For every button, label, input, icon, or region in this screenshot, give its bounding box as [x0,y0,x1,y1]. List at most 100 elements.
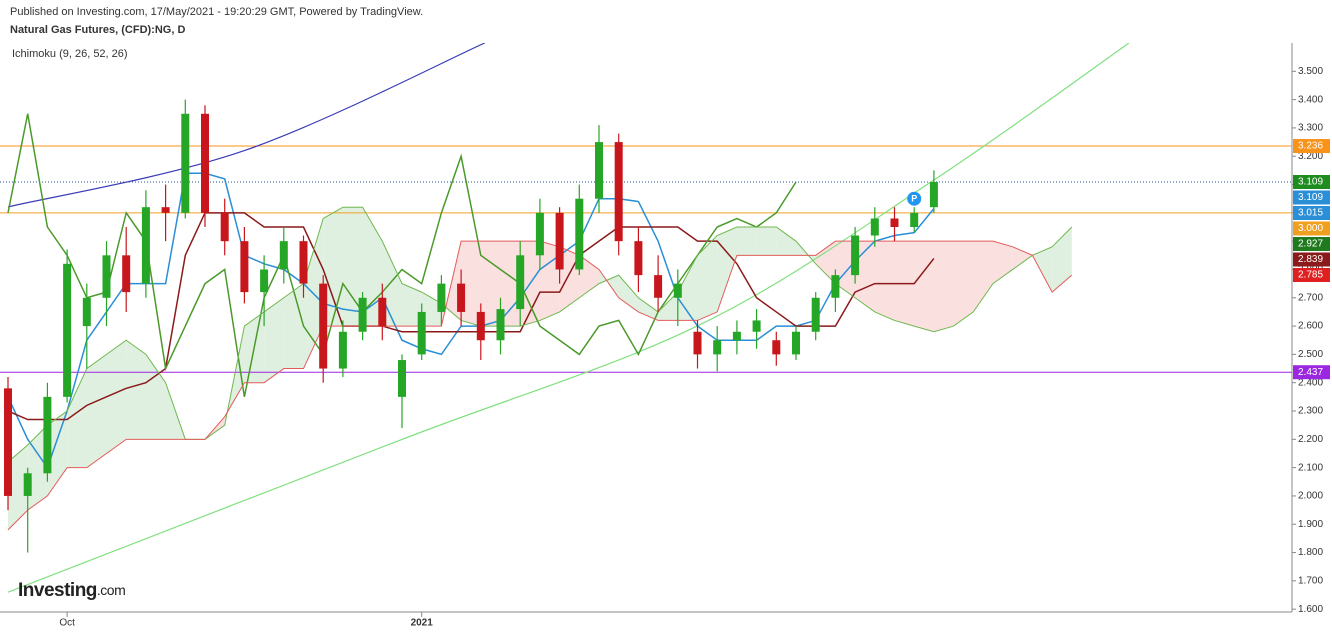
cloud-segment [756,227,777,256]
cloud-segment [717,227,737,312]
cloud-segment [264,297,284,383]
x-tick-label: 2021 [411,618,434,629]
candle-body [358,297,367,332]
candle-body [851,235,860,276]
price-label-box [1293,205,1330,220]
cloud-segment [658,292,678,321]
y-tick-label: 1.900 [1298,519,1323,530]
plot-area [0,43,1292,593]
candle-body [122,255,131,293]
candle-body [437,283,446,312]
trend-curve [7,43,1130,593]
candle-body [811,297,820,332]
price-label: 2.839 [1298,254,1323,265]
y-tick-label: 2.500 [1298,349,1323,360]
price-label: 2.927 [1298,239,1323,250]
candle-body [732,331,741,341]
cloud-segment [421,292,442,327]
candle-body [240,241,249,293]
cloud-segment [86,354,107,468]
price-label: 3.000 [1298,223,1323,234]
candle-body [673,283,682,298]
price-label: 3.236 [1298,141,1323,152]
cloud-segment [106,340,127,454]
price-label-box [1293,236,1330,251]
candle-body [614,142,623,242]
indicator-line [7,113,797,398]
y-tick-label: 3.500 [1298,66,1323,77]
price-label-box [1293,221,1330,236]
y-tick-label: 3.300 [1298,123,1323,134]
price-label: 3.109 [1298,177,1323,188]
candle-body [831,275,840,298]
candle-body [752,320,761,332]
cloud-segment [1052,227,1072,293]
candle-body [63,263,72,397]
price-label-box [1293,190,1330,205]
price-label-box [1293,365,1330,380]
y-tick-label: 2.100 [1298,462,1323,473]
cloud-segment [697,235,718,321]
trend-curve [7,43,485,208]
cloud-segment [638,297,659,321]
cloud-segment [126,340,146,440]
candle-body [378,297,387,327]
candle-body [220,212,229,242]
candle-body [279,241,288,270]
y-tick-label: 1.600 [1298,604,1323,615]
price-label-box [1293,252,1330,267]
candle-body [516,255,525,310]
cloud-segment [973,241,993,312]
cloud-segment [402,283,422,327]
candle-body [713,340,722,355]
candle-body [693,331,702,355]
candle-body [929,181,938,208]
cloud-segment [342,207,363,327]
logo-name: Investing [18,580,97,601]
cloud-segment [953,241,974,327]
candle-body [82,297,91,327]
candle-body [102,255,111,298]
price-label-box [1293,267,1330,282]
cloud-segment [145,354,166,440]
candle-body [457,283,466,312]
y-tick-label: 2.300 [1298,406,1323,417]
price-label: 3.109 [1298,192,1323,203]
indicator-line [7,212,935,421]
candle-body [338,331,347,369]
y-tick-label: 2.200 [1298,434,1323,445]
price-label-box [1293,139,1330,154]
y-tick-label: 1.800 [1298,547,1323,558]
candle-body [181,113,190,213]
y-tick-label: 2.600 [1298,321,1323,332]
cloud-segment [815,241,836,284]
candle-body [201,113,209,213]
cloud-segment [914,241,934,332]
x-tick-label: Oct [59,618,75,629]
cloud-segment [835,241,856,298]
y-tick-label: 3.400 [1298,94,1323,105]
cloud-segment [539,241,560,321]
candle-body [319,283,328,369]
chart-title: Natural Gas Futures, (CFD):NG, D [10,24,185,36]
marker [907,191,922,206]
logo-suffix: .com [97,582,125,598]
cloud-segment [382,241,402,327]
y-tick-label: 2.700 [1298,292,1323,303]
cloud-segment [993,241,1013,284]
cloud-segment [855,241,875,312]
candle-body [299,241,308,284]
candle-body [43,396,52,474]
candle-body [595,142,603,199]
cloud-segment [67,368,87,468]
candle-body [792,331,800,355]
candle-body [161,207,170,213]
cloud-segment [500,241,521,327]
cloud-segment [933,241,954,332]
cloud-segment [480,241,501,327]
cloud-segment [736,227,757,256]
price-label: 3.015 [1298,208,1323,219]
candle-body [398,360,406,397]
